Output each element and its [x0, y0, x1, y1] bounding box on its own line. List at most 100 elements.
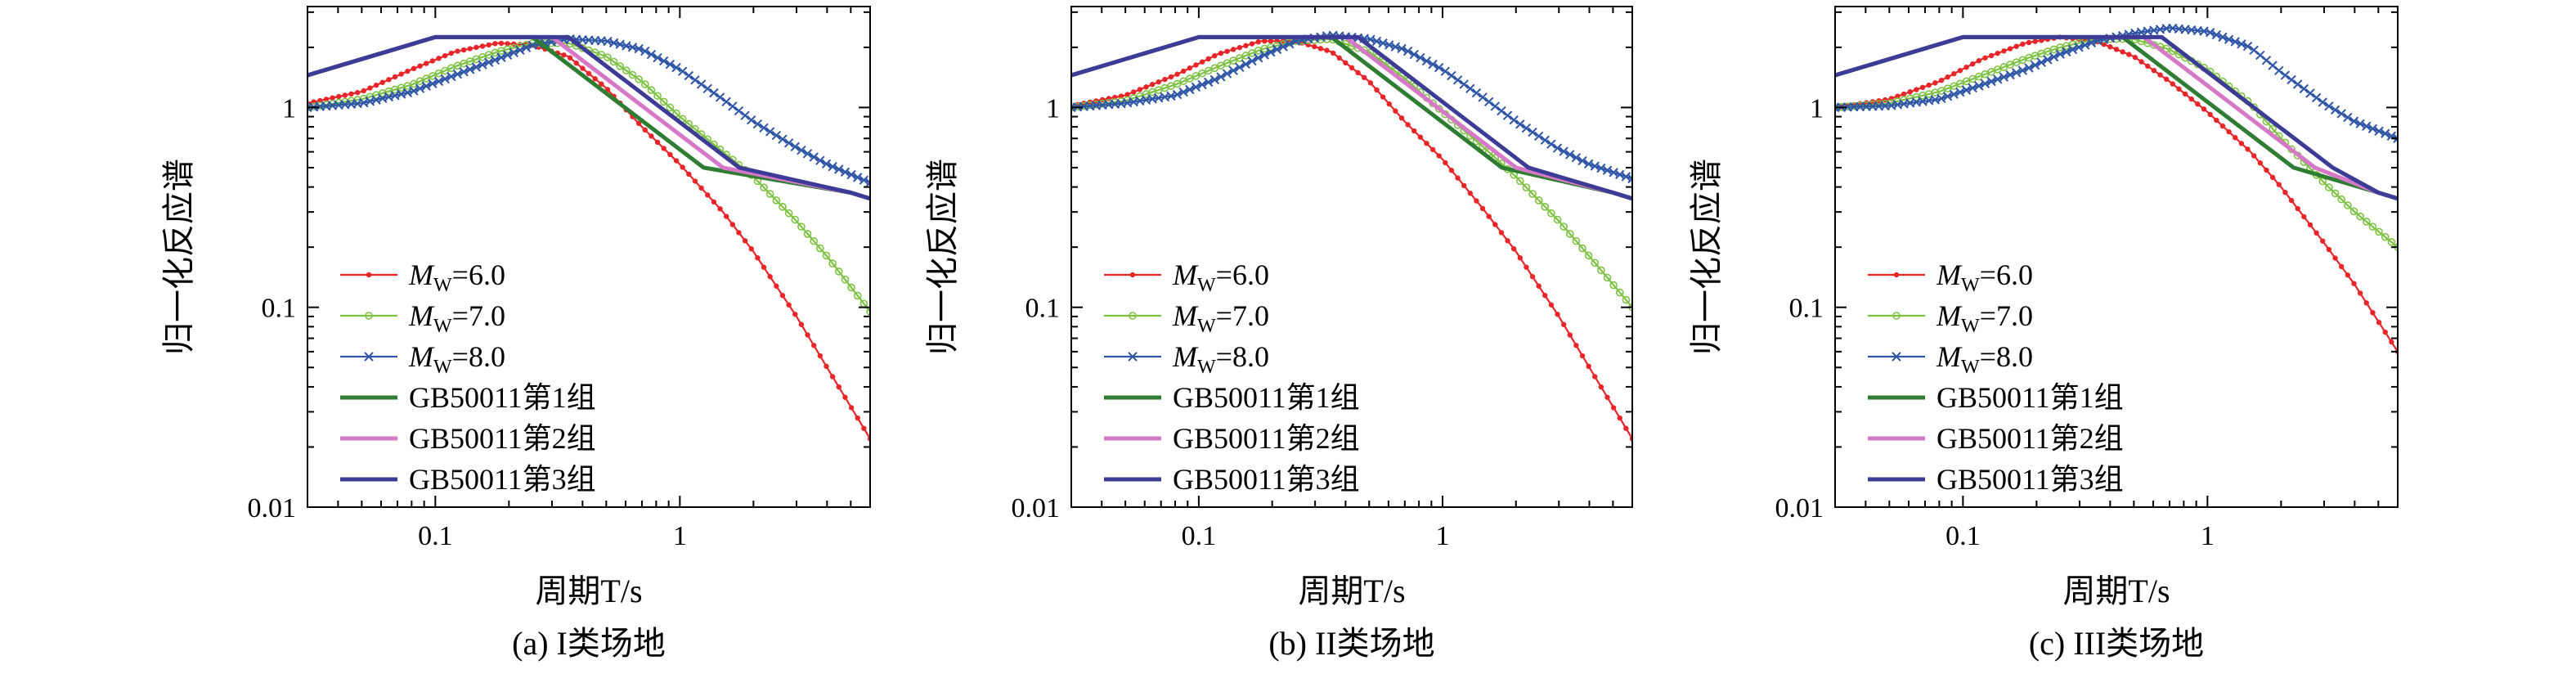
data-point [667, 151, 673, 158]
data-point [790, 142, 800, 152]
data-point [1510, 246, 1517, 252]
data-point [599, 81, 604, 87]
data-point [772, 196, 781, 204]
x-axis-label: 周期T/s [1298, 573, 1405, 609]
data-point [2201, 106, 2207, 112]
legend-label-2: MW=7.0 [1936, 299, 2033, 337]
data-point [1615, 169, 1625, 180]
data-point [810, 236, 819, 245]
legend-marker-1 [1129, 272, 1136, 278]
data-point [802, 149, 813, 159]
data-point [1528, 190, 1537, 198]
data-point [1330, 50, 1336, 56]
legend-label-6: GB50011第3组 [1936, 463, 2124, 496]
data-point [2280, 70, 2291, 80]
data-point [2387, 238, 2396, 246]
data-point [834, 267, 843, 276]
data-point [1986, 76, 1996, 87]
data-point [1907, 89, 1913, 95]
data-point [2182, 91, 2188, 97]
data-point [1536, 283, 1542, 289]
panel-caption: (c) III类场地 [2029, 625, 2204, 662]
data-point [386, 77, 392, 83]
y-tick-label: 1 [1046, 93, 1060, 124]
data-point [1197, 79, 1207, 90]
data-point [1312, 43, 1317, 50]
data-point [442, 52, 448, 59]
data-point [2299, 83, 2309, 94]
data-point [1895, 93, 1901, 99]
data-point [405, 68, 411, 74]
data-point [479, 43, 486, 49]
data-point [1919, 84, 1926, 91]
data-point [1529, 274, 1536, 280]
data-point [2269, 174, 2276, 181]
data-point [1492, 222, 1498, 227]
data-point [829, 374, 836, 380]
data-point [729, 222, 736, 227]
data-point [1429, 146, 1436, 153]
data-point [709, 88, 719, 98]
data-point [2238, 141, 2245, 146]
data-point [2230, 37, 2240, 47]
y-tick-label: 0.01 [1775, 493, 1824, 523]
legend-label-4: GB50011第1组 [1936, 381, 2124, 414]
legend-marker-2 [1892, 312, 1901, 320]
data-point [1578, 244, 1586, 253]
data-point [2036, 57, 2046, 67]
legend-marker-3 [364, 352, 374, 362]
data-point [1186, 74, 1194, 83]
data-point [417, 63, 423, 69]
data-point [1541, 203, 1550, 211]
data-point [1218, 50, 1224, 56]
data-point [2226, 128, 2232, 135]
data-point [1974, 81, 1984, 91]
y-tick-label: 0.01 [248, 493, 297, 523]
axes-frame [307, 6, 871, 508]
data-point [440, 74, 450, 84]
data-point [1285, 38, 1295, 49]
data-point [1172, 89, 1183, 100]
data-point [736, 230, 742, 236]
data-point [1583, 159, 1594, 169]
data-point [1278, 42, 1288, 52]
data-point [1199, 59, 1205, 65]
data-point [2264, 167, 2269, 173]
data-point [1459, 79, 1469, 89]
x-axis-label: 周期T/s [535, 573, 642, 609]
data-point [759, 123, 769, 133]
legend-marker-2 [1129, 312, 1137, 320]
data-point [2219, 123, 2226, 129]
data-point [429, 58, 436, 64]
data-point [1497, 106, 1506, 116]
data-point [865, 177, 870, 188]
data-point [702, 83, 712, 94]
data-point [521, 43, 532, 53]
data-point [1901, 91, 1907, 97]
data-point [1586, 363, 1591, 370]
data-point [1988, 52, 1995, 59]
data-point [2032, 38, 2038, 44]
data-point [1590, 161, 1600, 171]
data-point [1949, 89, 1959, 99]
data-point [2376, 319, 2382, 326]
data-point [1963, 65, 1969, 70]
data-point [1428, 59, 1438, 70]
data-point [1603, 273, 1612, 282]
data-point [1131, 89, 1137, 95]
y-tick-label: 0.01 [1012, 493, 1061, 523]
data-point [1417, 134, 1424, 140]
data-point [817, 353, 824, 359]
data-point [1528, 127, 1537, 137]
data-point [1162, 76, 1168, 83]
data-point [567, 55, 573, 61]
data-point [855, 415, 860, 421]
data-point [1548, 302, 1555, 308]
data-point [2026, 39, 2032, 46]
data-point [2332, 255, 2338, 261]
legend-label-2: MW=7.0 [408, 299, 505, 337]
data-point [755, 255, 761, 261]
data-point [2145, 63, 2151, 70]
y-axis-label: 归一化反应谱 [1688, 159, 1725, 355]
